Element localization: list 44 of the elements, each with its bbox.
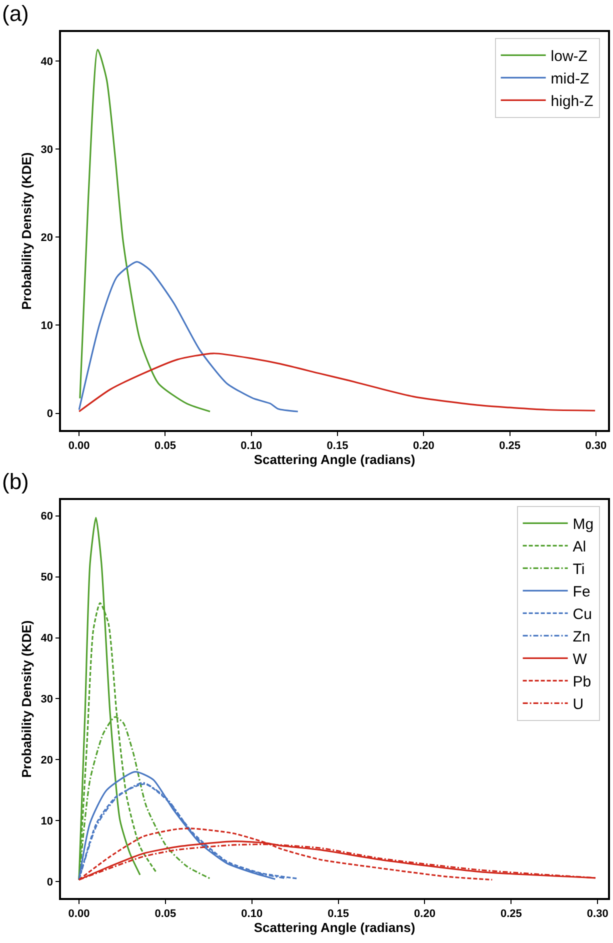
y-tick-label: 20 (40, 754, 54, 766)
x-tick-label: 0.30 (585, 440, 607, 452)
y-tick-label: 50 (40, 572, 54, 584)
y-axis-title: Probability Density (KDE) (19, 620, 34, 778)
y-tick-label: 30 (40, 694, 54, 706)
legend-label: W (572, 651, 588, 668)
chart-title: (a) (2, 1, 29, 26)
x-tick-label: 0.05 (154, 440, 176, 452)
x-tick-label: 0.25 (500, 908, 522, 920)
x-tick-label: 0.00 (68, 440, 90, 452)
legend-label: Zn (572, 628, 590, 646)
legend-label: Fe (572, 584, 590, 601)
x-tick-label: 0.25 (499, 440, 521, 452)
legend-label: Mg (572, 516, 594, 534)
x-axis-title: Scattering Angle (radians) (254, 920, 416, 935)
y-tick-label: 40 (40, 56, 54, 68)
x-tick-label: 0.10 (240, 440, 262, 452)
legend-label: low-Z (550, 48, 588, 66)
legend-label: Ti (572, 561, 585, 578)
legend-label: high-Z (550, 93, 594, 110)
x-tick-label: 0.30 (586, 908, 608, 920)
y-tick-label: 10 (40, 815, 54, 828)
legend-label: Al (572, 538, 586, 556)
y-tick-label: 60 (40, 510, 54, 523)
legend-label: Pb (572, 674, 592, 691)
legend-label: U (572, 696, 584, 714)
y-tick-label: 40 (40, 632, 54, 645)
y-tick-label: 10 (40, 320, 54, 332)
x-axis-title: Scattering Angle (radians) (254, 452, 416, 467)
y-tick-label: 0 (46, 408, 54, 420)
x-tick-label: 0.20 (414, 908, 436, 920)
y-tick-label: 20 (40, 232, 54, 244)
chart-title: (b) (2, 469, 29, 494)
x-tick-label: 0.05 (154, 908, 176, 920)
legend-label: mid-Z (550, 70, 590, 88)
x-tick-label: 0.10 (241, 908, 263, 920)
x-tick-label: 0.00 (68, 908, 90, 920)
x-tick-label: 0.15 (328, 908, 350, 920)
x-tick-label: 0.15 (326, 440, 348, 452)
y-axis-title: Probability Density (KDE) (19, 152, 34, 310)
y-tick-label: 30 (40, 144, 54, 156)
y-tick-label: 0 (46, 876, 54, 888)
x-tick-label: 0.20 (412, 440, 434, 452)
legend-label: Cu (572, 606, 592, 624)
